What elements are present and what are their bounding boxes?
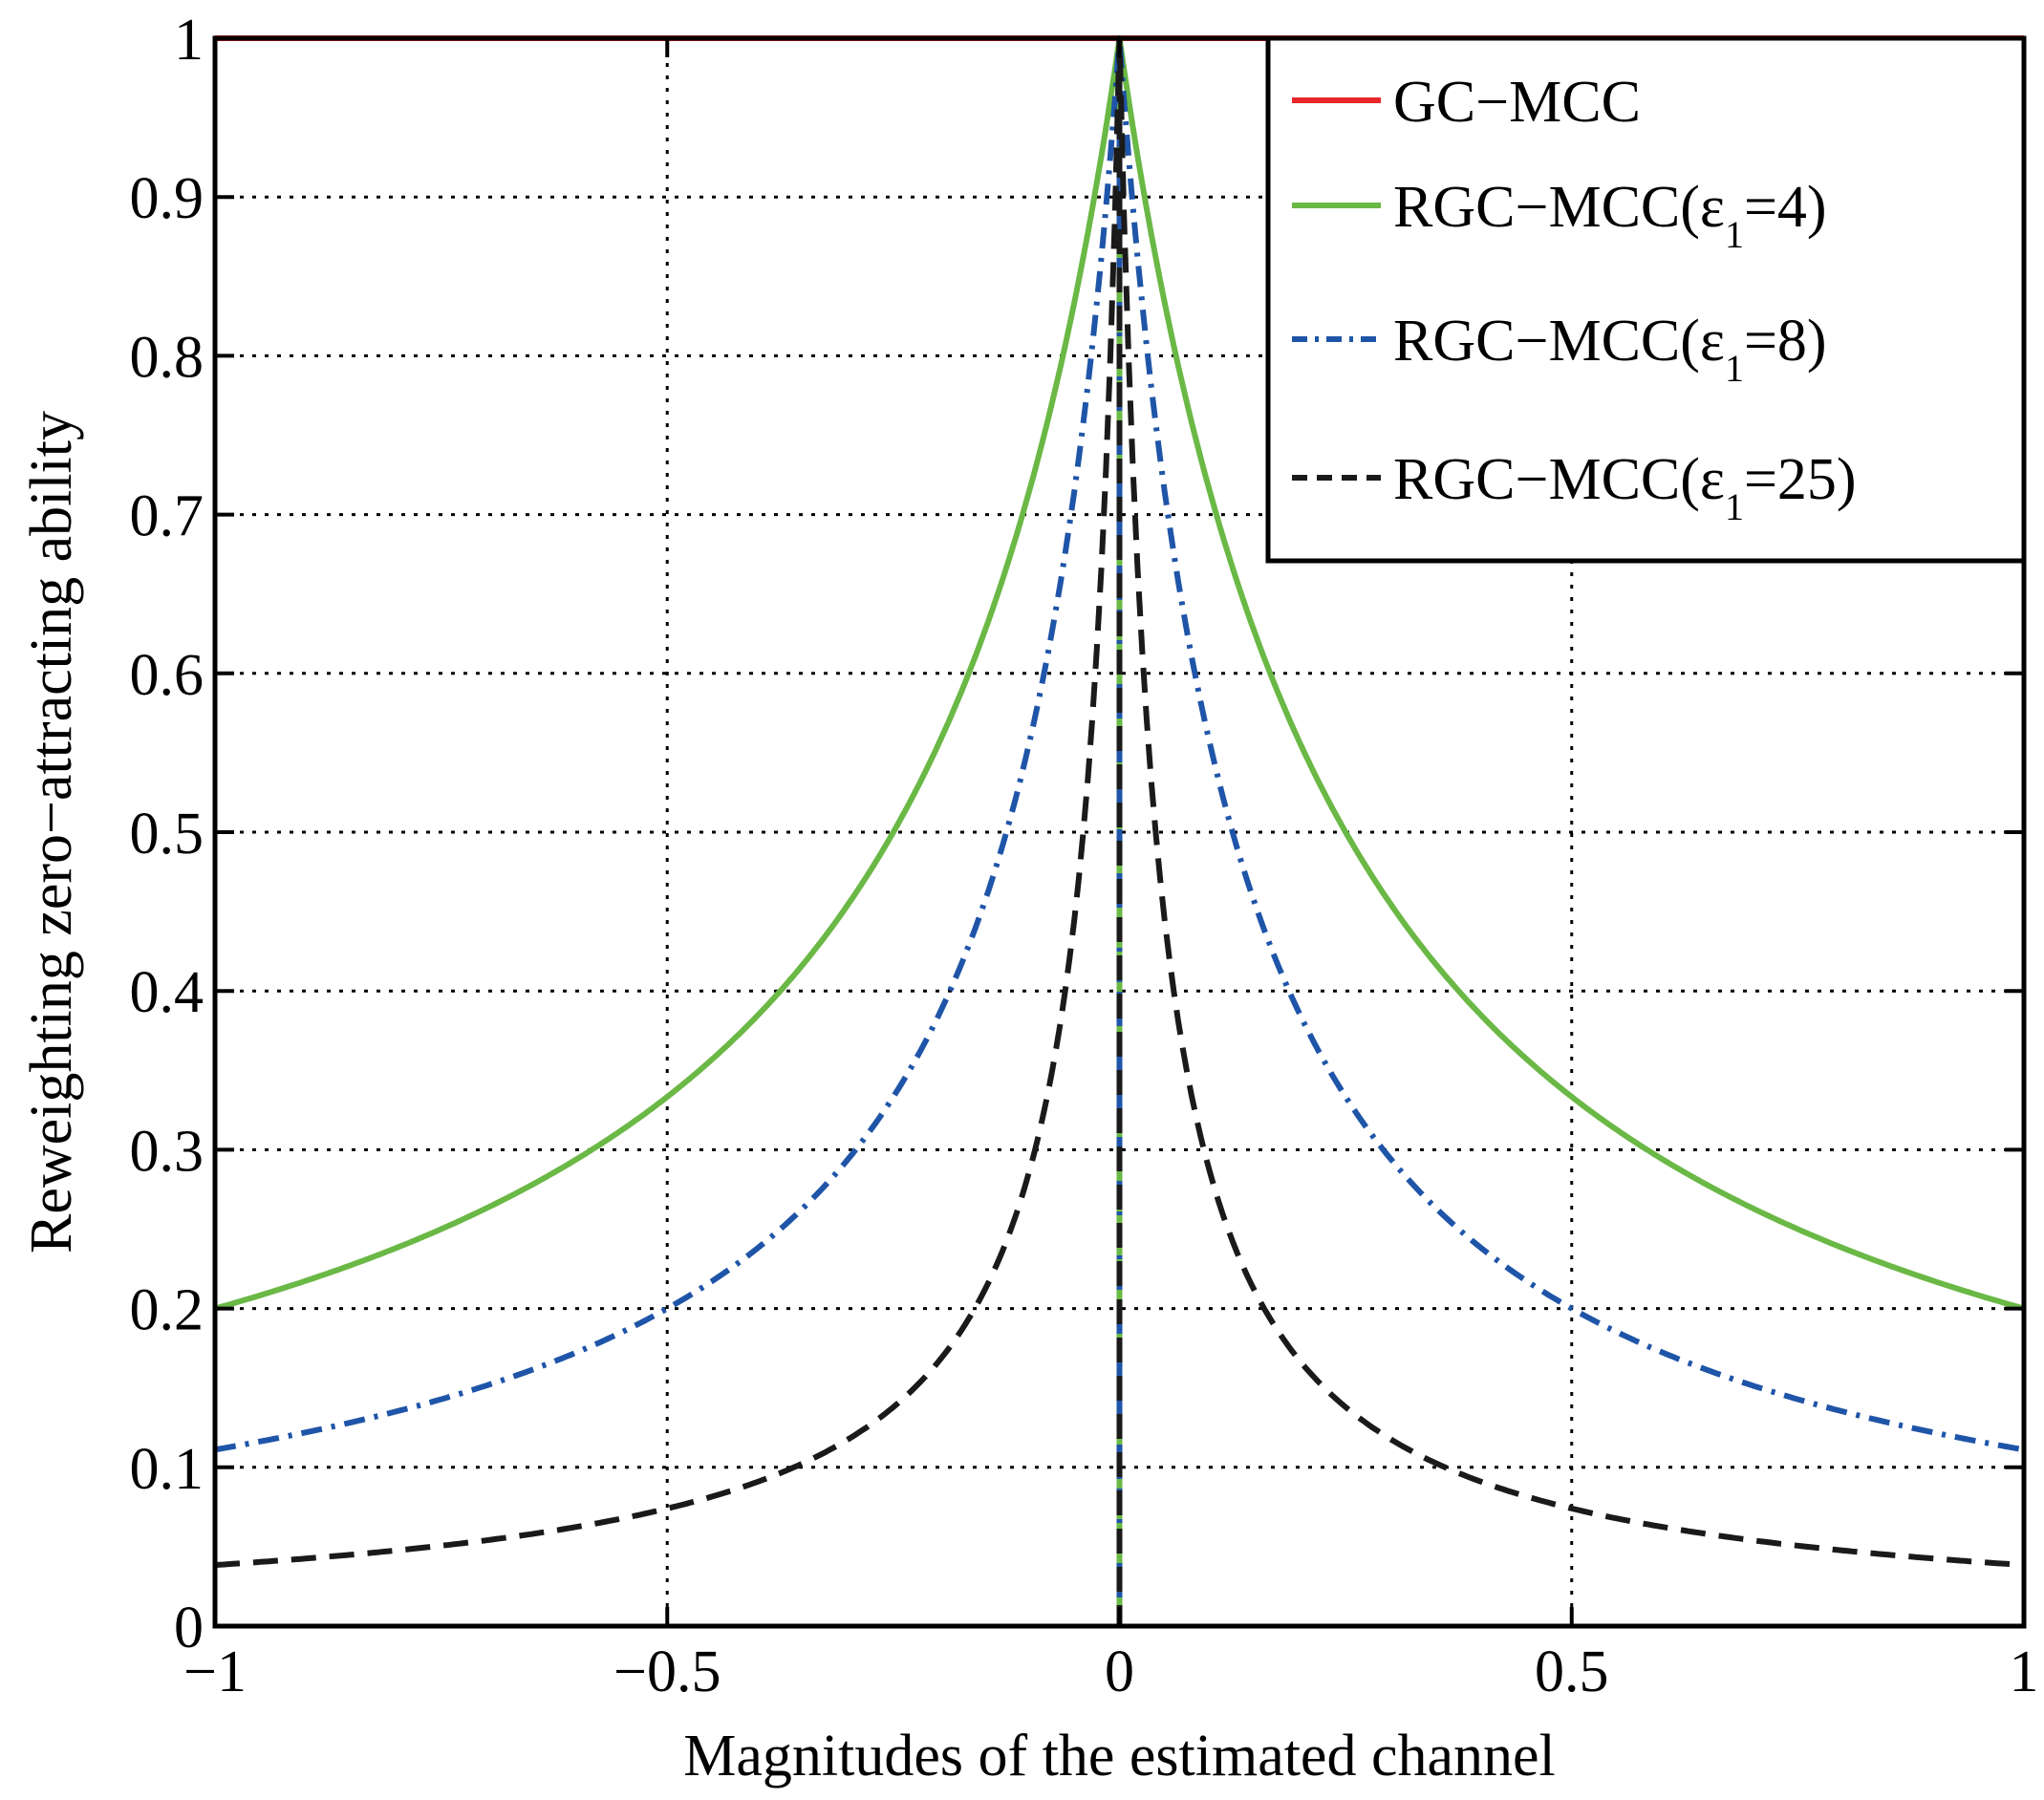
- y-tick-label-1: 0.1: [130, 1437, 204, 1502]
- y-tick-label-7: 0.7: [130, 484, 204, 549]
- y-tick-label-3: 0.3: [130, 1119, 204, 1184]
- y-tick-label-9: 0.9: [130, 166, 204, 231]
- legend-label-3: RGC−MCC(ε1=25): [1393, 447, 1857, 528]
- y-axis-label: Reweighting zero−attracting ability: [19, 411, 84, 1254]
- x-tick-label-4: 1: [2010, 1639, 2039, 1704]
- x-tick-labels: −1 −0.5 0 0.5 1: [183, 1639, 2038, 1704]
- x-tick-label-2: 0: [1105, 1639, 1134, 1704]
- x-tick-label-3: 0.5: [1535, 1639, 1609, 1704]
- legend-label-0: GC−MCC: [1393, 70, 1641, 135]
- x-tick-label-1: −0.5: [613, 1639, 721, 1704]
- y-tick-label-8: 0.8: [130, 325, 204, 390]
- legend: GC−MCC RGC−MCC(ε1=4) RGC−MCC(ε1=8) RGC−MCC(…: [1265, 35, 2027, 564]
- legend-items: GC−MCC RGC−MCC(ε1=4) RGC−MCC(ε1=8) RGC−MCC(…: [1292, 70, 1857, 528]
- y-tick-label-0: 0: [174, 1596, 204, 1661]
- x-axis-label: Magnitudes of the estimated channel: [683, 1724, 1556, 1789]
- y-tick-label-6: 0.6: [130, 643, 204, 708]
- y-tick-label-5: 0.5: [130, 802, 204, 867]
- x-tick-label-0: −1: [183, 1639, 247, 1704]
- y-tick-label-10: 1: [174, 8, 204, 73]
- legend-box: [1265, 35, 2027, 564]
- y-tick-label-4: 0.4: [130, 960, 204, 1025]
- legend-label-1: RGC−MCC(ε1=4): [1393, 175, 1827, 256]
- legend-label-2: RGC−MCC(ε1=8): [1393, 309, 1827, 390]
- y-tick-label-2: 0.2: [130, 1278, 204, 1343]
- y-tick-labels: 0 0.1 0.2 0.3 0.4 0.5 0.6 0.7 0.8 0.9 1: [130, 8, 204, 1661]
